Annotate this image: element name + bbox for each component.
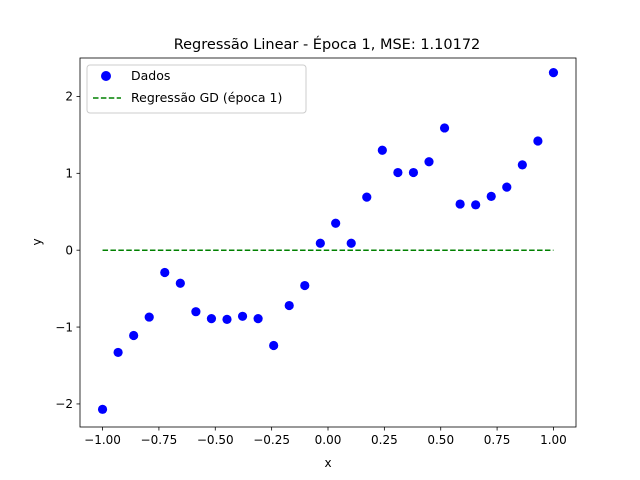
legend-label-dados: Dados	[131, 68, 170, 83]
data-point	[284, 300, 294, 311]
legend-box	[86, 64, 307, 114]
data-point	[269, 340, 279, 351]
data-point	[548, 68, 559, 78]
x-tick-label: 0.25	[371, 433, 398, 447]
data-point	[455, 199, 465, 209]
x-tick-label: 0.00	[315, 433, 342, 447]
y-axis-label: y	[30, 238, 44, 245]
data-point	[377, 145, 387, 155]
y-tick-label: −1	[55, 320, 73, 334]
data-points-layer	[97, 68, 559, 414]
y-tick-label: −2	[55, 397, 73, 411]
data-point	[144, 312, 154, 322]
data-point	[175, 278, 185, 288]
legend-label-regression: Regressão GD (época 1)	[131, 90, 282, 105]
data-point	[206, 314, 217, 324]
data-point	[471, 200, 481, 210]
x-tick-label: −0.50	[197, 433, 234, 447]
data-point	[129, 330, 139, 341]
x-tick-label: −0.25	[253, 433, 290, 447]
data-point	[237, 311, 248, 321]
x-tick-label: −0.75	[141, 433, 178, 447]
data-point	[253, 314, 263, 324]
x-tick-label: 0.75	[484, 433, 511, 447]
data-point	[191, 307, 201, 317]
data-point	[97, 404, 108, 414]
data-point	[502, 182, 512, 192]
y-tick-label: 1	[65, 167, 73, 181]
x-axis-label: x	[324, 456, 331, 470]
data-point	[300, 280, 310, 291]
x-tick-label: −1.00	[84, 433, 121, 447]
data-point	[517, 160, 527, 170]
legend: Dados Regressão GD (época 1)	[86, 64, 307, 114]
chart-title: Regressão Linear - Época 1, MSE: 1.10172	[174, 36, 481, 53]
x-axis: −1.00 −0.75 −0.50 −0.25 0.00 0.25 0.50 0.75 1.00	[84, 427, 567, 447]
y-tick-label: 0	[65, 243, 73, 257]
legend-marker-dados	[101, 71, 111, 81]
data-point	[222, 314, 232, 324]
data-point	[393, 167, 403, 178]
data-point	[315, 238, 325, 248]
data-point	[160, 267, 170, 278]
data-point	[533, 136, 543, 146]
data-point	[346, 238, 356, 248]
data-point	[439, 123, 450, 133]
x-tick-label: 0.50	[427, 433, 454, 447]
x-tick-label: 1.00	[540, 433, 567, 447]
y-tick-label: 2	[65, 90, 73, 104]
data-point	[486, 191, 496, 201]
data-point	[331, 218, 341, 228]
data-point	[424, 157, 434, 167]
data-point	[113, 347, 123, 358]
data-point	[408, 167, 419, 178]
data-point	[362, 192, 372, 202]
y-axis: −2 −1 0 1 2	[55, 90, 80, 411]
